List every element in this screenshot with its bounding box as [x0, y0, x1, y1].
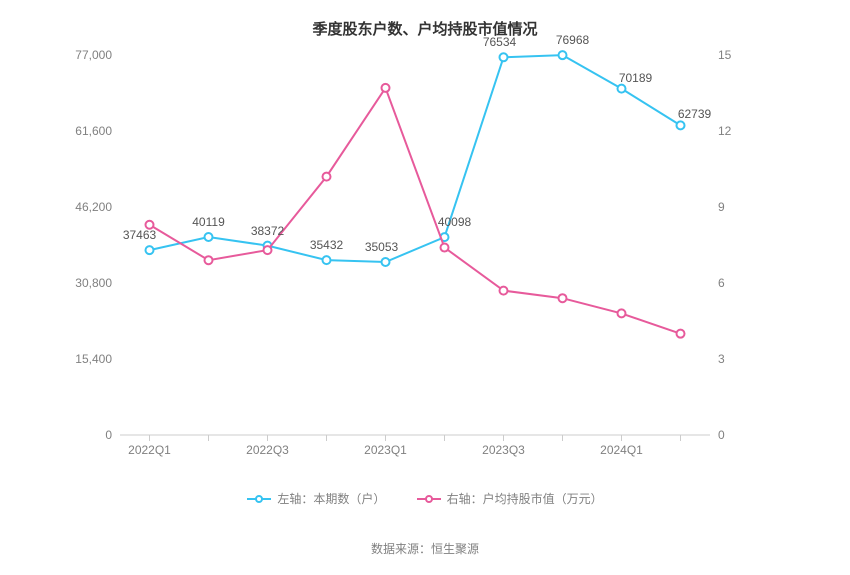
legend-item-shareholders: 左轴：本期数（户）	[247, 490, 385, 507]
y-left-tick: 46,200	[2, 200, 112, 214]
point-label: 38372	[251, 224, 284, 238]
plot-area: 015,40030,80046,20061,60077,000036912152…	[120, 55, 710, 435]
point-label: 40119	[192, 215, 224, 229]
y-left-tick: 30,800	[2, 276, 112, 290]
point-label: 76968	[556, 33, 589, 47]
data-source: 数据来源：恒生聚源	[0, 540, 850, 557]
chart-container: 季度股东户数、户均持股市值情况 015,40030,80046,20061,60…	[0, 0, 850, 575]
point-label: 62739	[678, 107, 711, 121]
x-tick: 2023Q1	[364, 443, 407, 457]
legend-marker-shareholders	[247, 492, 271, 506]
x-tick: 2022Q3	[246, 443, 289, 457]
y-right-tick: 0	[718, 428, 778, 442]
point-label: 70189	[619, 71, 652, 85]
legend: 左轴：本期数（户） 右轴：户均持股市值（万元）	[0, 490, 850, 509]
point-label: 40098	[438, 215, 471, 229]
x-tick: 2023Q3	[482, 443, 525, 457]
y-left-tick: 61,600	[2, 124, 112, 138]
y-right-tick: 3	[718, 352, 778, 366]
y-left-tick: 0	[2, 428, 112, 442]
chart-title: 季度股东户数、户均持股市值情况	[0, 18, 850, 39]
point-label: 76534	[483, 35, 516, 49]
y-left-tick: 15,400	[2, 352, 112, 366]
y-right-tick: 6	[718, 276, 778, 290]
legend-label-avgvalue: 右轴：户均持股市值（万元）	[447, 490, 603, 507]
x-tick: 2022Q1	[128, 443, 171, 457]
plot-svg	[120, 55, 710, 435]
legend-item-avgvalue: 右轴：户均持股市值（万元）	[417, 490, 603, 507]
legend-label-shareholders: 左轴：本期数（户）	[277, 490, 385, 507]
point-label: 37463	[123, 228, 156, 242]
x-tick: 2024Q1	[600, 443, 643, 457]
y-right-tick: 9	[718, 200, 778, 214]
point-label: 35053	[365, 240, 398, 254]
y-left-tick: 77,000	[2, 48, 112, 62]
point-label: 35432	[310, 238, 343, 252]
y-right-tick: 15	[718, 48, 778, 62]
y-right-tick: 12	[718, 124, 778, 138]
legend-marker-avgvalue	[417, 492, 441, 506]
